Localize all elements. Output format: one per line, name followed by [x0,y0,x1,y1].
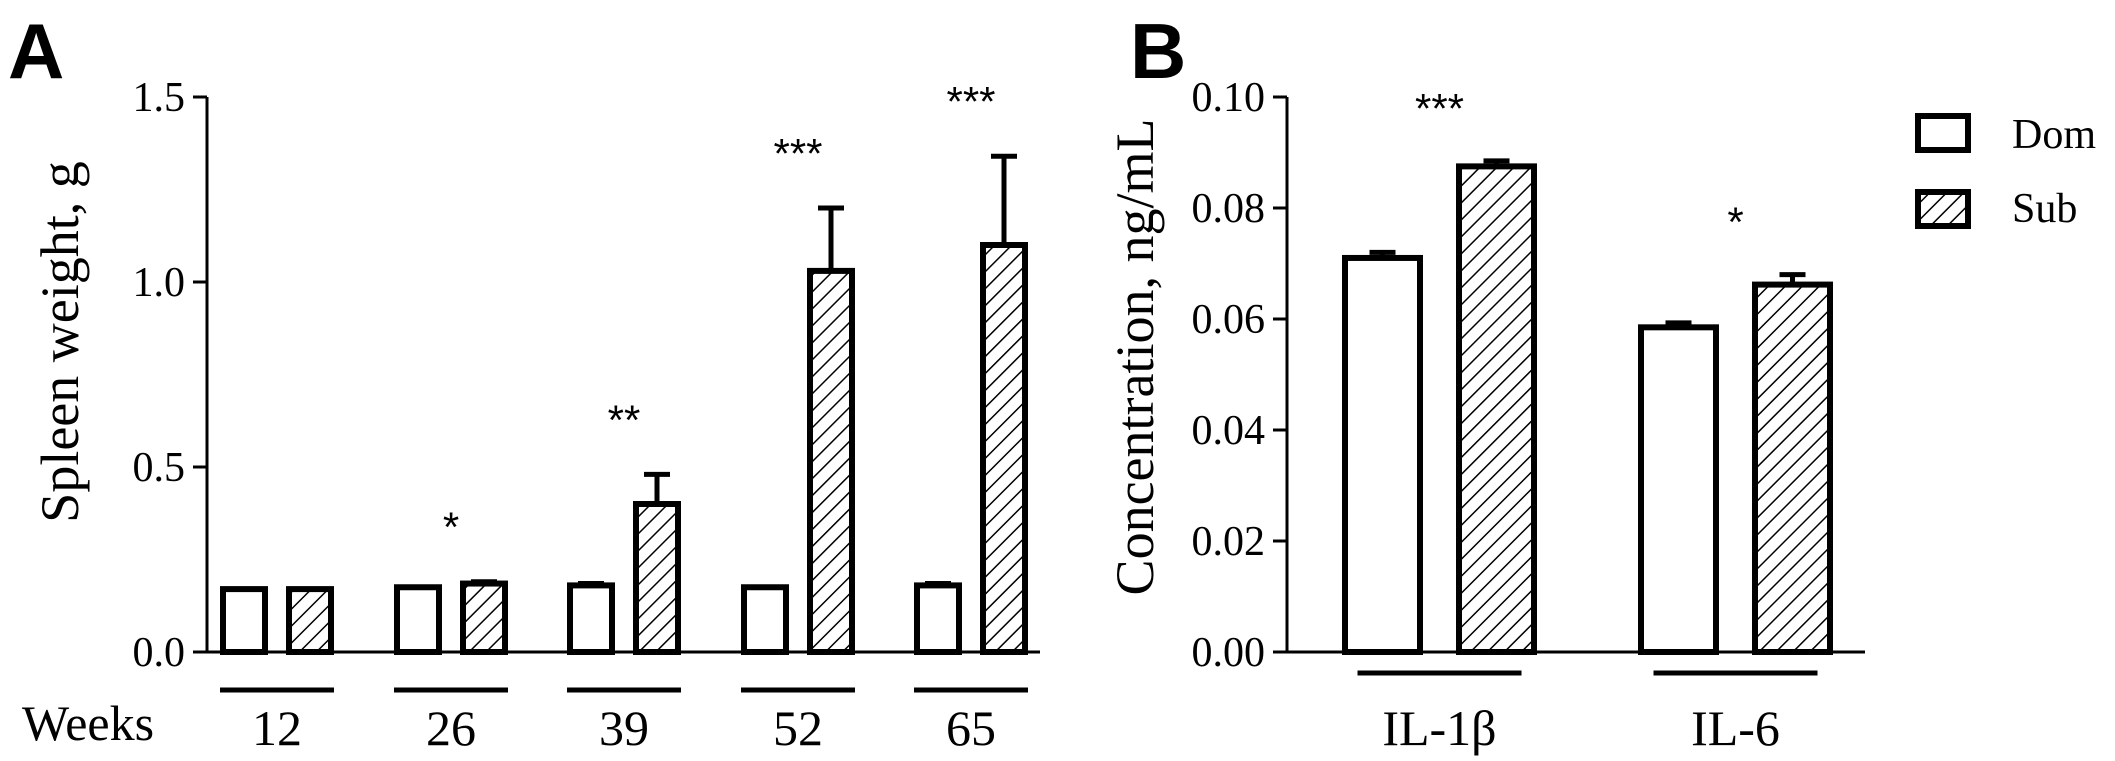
panel-b-category-label: IL-6 [1691,700,1780,756]
panel-a-category-label: 65 [946,700,996,756]
panel-b-bar-dom-0 [1342,254,1423,655]
panel-a-chart: A Spleen weight, g Weeks 0.0 0.5 1.0 1.5 12… [8,7,1040,756]
panel-a-bar-dom-3 [741,584,789,655]
panel-b-significance-stars: *** [1415,85,1464,132]
panel-a-category-label: 52 [773,700,823,756]
panel-a-significance-stars: ** [608,396,641,443]
panel-b-bar-sub-0 [1456,163,1537,655]
panel-a-bar-dom-1 [394,584,442,655]
panel-b-letter: B [1130,7,1186,95]
panel-a-category-label: 39 [599,700,649,756]
panel-a-y-tick-label: 0.5 [133,445,186,491]
panel-b-y-tick-label: 0.04 [1192,408,1266,454]
panel-a-bar-dom-4 [914,582,962,656]
panel-a-y-tick-label: 0.0 [133,630,186,676]
panel-b-significance-stars: * [1727,199,1743,246]
panel-b-y-axis-title: Concentration, ng/mL [1105,119,1165,596]
panel-a-bar-sub-1 [460,580,508,655]
panel-b-chart: B Concentration, ng/mL 0.00 0.02 0.04 0.06 0… [1105,7,2096,756]
panel-b-y-tick-label: 0.02 [1192,519,1266,565]
panel-a-bar-sub-2 [633,501,681,655]
legend-label-dom: Dom [2012,112,2096,158]
panel-a-significance-stars: *** [946,78,995,125]
panel-a-bar-sub-0 [286,586,334,655]
panel-a-category-label: 26 [426,700,476,756]
panel-a-y-axis-title: Spleen weight, g [30,161,90,522]
panel-b-y-tick-label: 0.00 [1192,630,1266,676]
panel-a-significance-stars: *** [773,130,822,177]
panel-a-letter: A [8,7,64,95]
legend-swatch-sub [1915,189,1971,229]
panel-b-bar-sub-1 [1752,281,1833,655]
panel-a-significance-stars: * [443,504,459,551]
panel-a-bar-dom-0 [220,586,268,655]
panel-a-category-label: 12 [252,700,302,756]
panel-a-bar-sub-4 [980,242,1028,655]
panel-a-bar-dom-2 [567,582,615,656]
legend: Dom Sub [1915,112,2096,232]
panel-b-category-label: IL-1β [1382,700,1496,756]
panel-b-bar-dom-1 [1638,324,1719,655]
panel-a-bar-sub-3 [807,267,855,655]
panel-b-y-tick-label: 0.06 [1192,297,1266,343]
panel-a-y-tick-label: 1.0 [133,260,186,306]
panel-b-y-tick-label: 0.08 [1192,186,1266,232]
legend-swatch-dom [1915,113,1971,153]
panel-a-x-axis-title: Weeks [22,695,154,751]
panel-b-y-tick-label: 0.10 [1192,75,1266,121]
panel-a-y-tick-label: 1.5 [133,75,186,121]
legend-label-sub: Sub [2012,186,2077,232]
